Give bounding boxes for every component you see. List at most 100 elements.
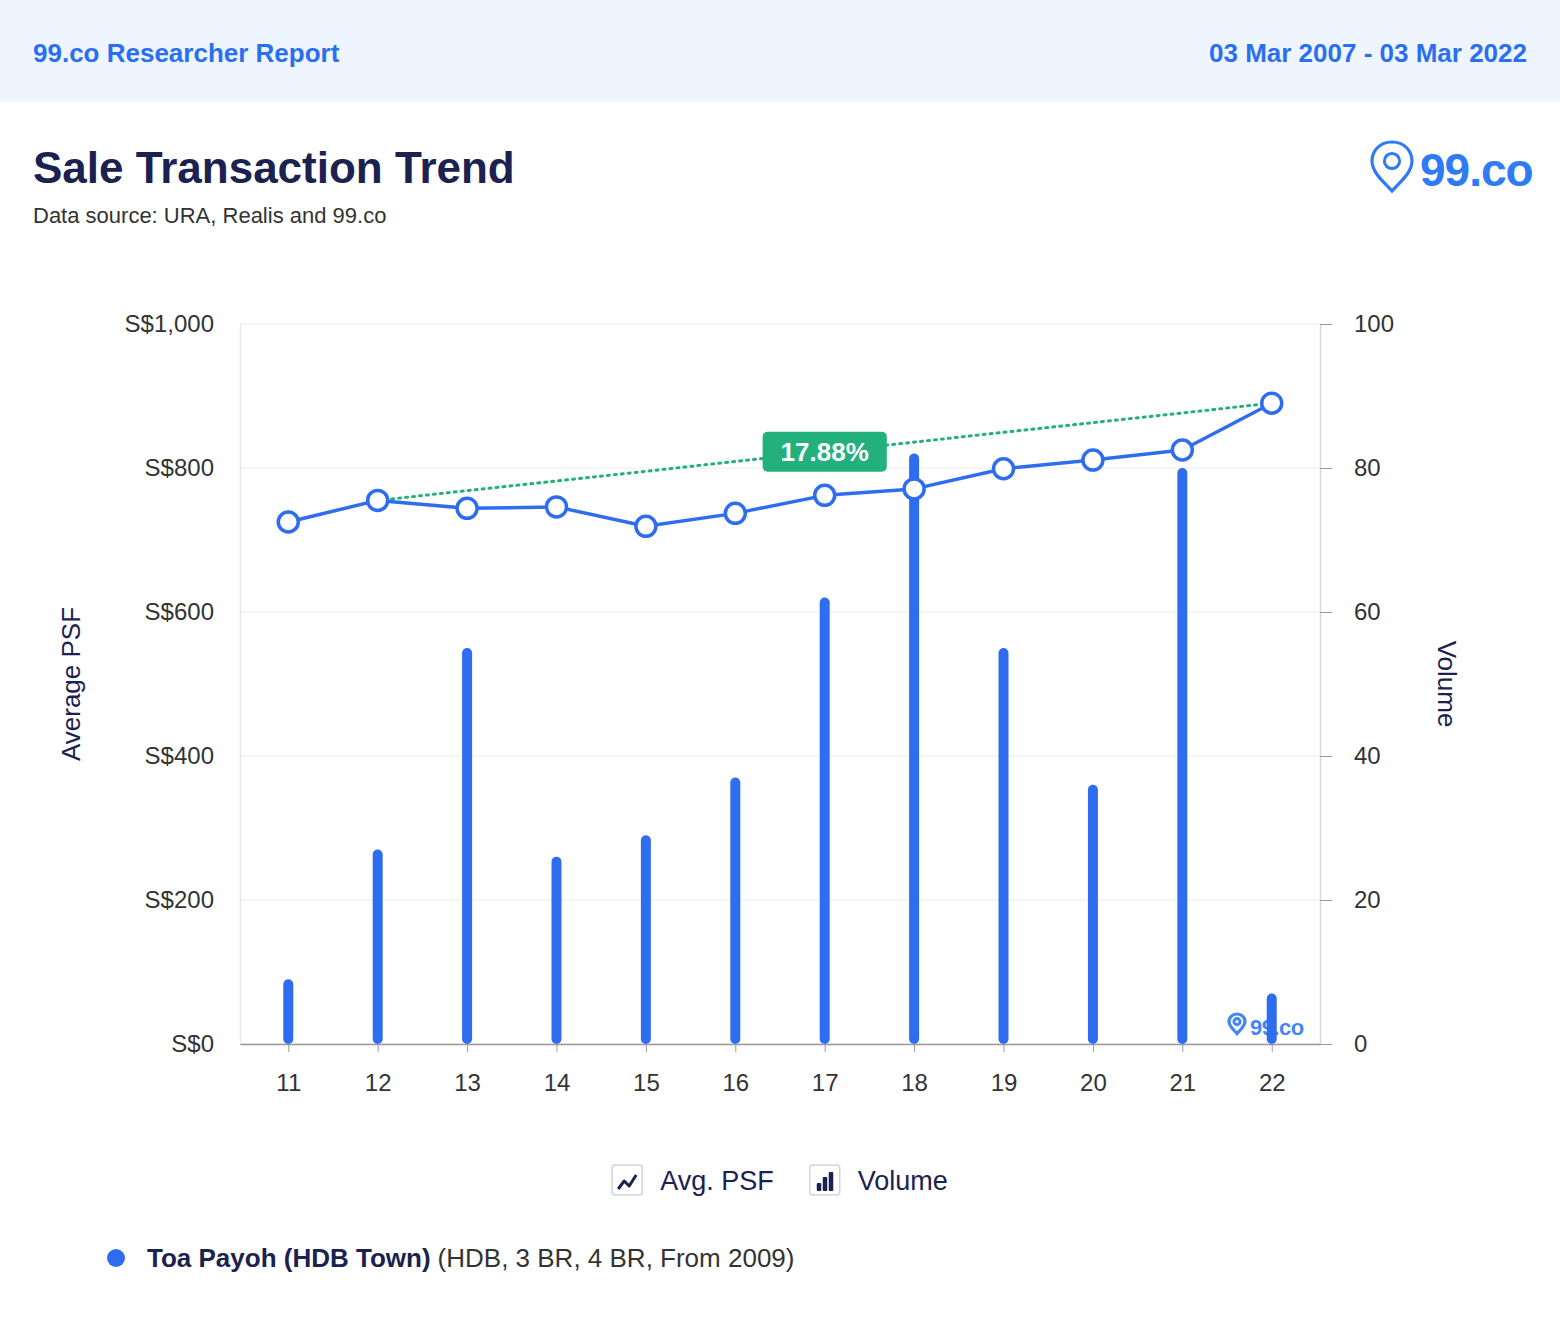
logo-pin-dot bbox=[1384, 153, 1399, 168]
legend-icon bbox=[810, 1165, 840, 1195]
legend-icon-bar bbox=[817, 1183, 822, 1191]
tick: 13 bbox=[454, 1044, 481, 1096]
y-axis: S$0 S$200 S$400 S$600 S$800 S$1,000 bbox=[125, 310, 241, 1057]
tick-mark bbox=[646, 1044, 647, 1052]
logo-text: 99.co bbox=[1420, 144, 1533, 196]
marker bbox=[546, 497, 566, 517]
tick-label: 100 bbox=[1354, 310, 1394, 337]
legend-icon-box bbox=[612, 1165, 642, 1195]
marker bbox=[904, 479, 924, 499]
logo-pin-dot bbox=[1234, 1019, 1240, 1025]
tick-mark bbox=[1320, 324, 1332, 325]
legend-label: Avg. PSF bbox=[660, 1166, 774, 1196]
tick-label: 17 bbox=[812, 1069, 839, 1096]
axis-line bbox=[241, 1044, 1321, 1046]
footnote-detail: (HDB, 3 BR, 4 BR, From 2009) bbox=[438, 1243, 795, 1273]
tick-label: S$800 bbox=[145, 454, 214, 481]
tick: 12 bbox=[365, 1044, 392, 1096]
marker bbox=[278, 512, 298, 532]
legend-icon bbox=[612, 1165, 642, 1195]
tick: 0 bbox=[1320, 1030, 1367, 1057]
tick: 60 bbox=[1320, 598, 1381, 625]
marker bbox=[457, 498, 477, 518]
tick-label: 12 bbox=[365, 1069, 392, 1096]
tick-label: 16 bbox=[722, 1069, 749, 1096]
tick-label: 15 bbox=[633, 1069, 660, 1096]
tick-mark bbox=[1320, 1044, 1332, 1045]
tick: 22 bbox=[1259, 1044, 1286, 1096]
footnote: Toa Payoh (HDB Town)(HDB, 3 BR, 4 BR, Fr… bbox=[107, 1243, 794, 1273]
bar bbox=[999, 648, 1009, 1044]
tick: 21 bbox=[1169, 1044, 1196, 1096]
legend-icon-bar bbox=[829, 1172, 834, 1191]
tick: 19 bbox=[991, 1044, 1018, 1096]
tick: S$1,000 bbox=[125, 310, 240, 337]
grid-line bbox=[240, 611, 1320, 613]
x-axis: 111213141516171819202122 bbox=[241, 1044, 1321, 1096]
watermark: 99.co bbox=[1229, 1014, 1304, 1040]
tick-label: 22 bbox=[1259, 1069, 1286, 1096]
tick-mark bbox=[735, 1044, 736, 1052]
tick-label: S$600 bbox=[145, 598, 214, 625]
marker bbox=[815, 485, 835, 505]
plot-area bbox=[278, 393, 1281, 1044]
legend-label: Volume bbox=[858, 1166, 948, 1196]
bar bbox=[551, 857, 561, 1044]
legend-icon-bar bbox=[823, 1177, 828, 1191]
header-right: 03 Mar 2007 - 03 Mar 2022 bbox=[1209, 38, 1527, 68]
annotation-label: 17.88% bbox=[781, 437, 869, 467]
y2-axis: 0 20 40 60 80 100 bbox=[1320, 310, 1394, 1057]
legend-item: Volume bbox=[810, 1165, 948, 1196]
grid-line bbox=[240, 755, 1320, 757]
tick-mark bbox=[1182, 1044, 1183, 1052]
legend-item: Avg. PSF bbox=[612, 1165, 774, 1196]
bar bbox=[1267, 994, 1277, 1044]
bar bbox=[820, 598, 830, 1044]
bar bbox=[1088, 785, 1098, 1044]
tick-mark bbox=[914, 1044, 915, 1052]
grid bbox=[240, 324, 1320, 1044]
marker bbox=[1262, 393, 1282, 413]
bar bbox=[909, 454, 919, 1044]
tick-label: 13 bbox=[454, 1069, 481, 1096]
footnote-title: Toa Payoh (HDB Town) bbox=[147, 1243, 431, 1273]
y2-axis-title: Volume bbox=[1432, 641, 1462, 728]
logo-pin bbox=[1229, 1014, 1245, 1034]
bar bbox=[730, 778, 740, 1044]
marker bbox=[725, 503, 745, 523]
tick: 15 bbox=[633, 1044, 660, 1096]
tick-mark bbox=[1320, 900, 1332, 901]
watermark-text: 99.co bbox=[1250, 1015, 1304, 1040]
bar bbox=[462, 648, 472, 1044]
tick-mark bbox=[1272, 1044, 1273, 1052]
tick-mark bbox=[825, 1044, 826, 1052]
tick-mark bbox=[1320, 612, 1332, 613]
marker bbox=[1172, 440, 1192, 460]
annotations: 17.88% bbox=[763, 432, 887, 472]
tick: 11 bbox=[276, 1044, 301, 1096]
tick-mark bbox=[1093, 1044, 1094, 1052]
tick: 16 bbox=[722, 1044, 749, 1096]
bar bbox=[1177, 468, 1187, 1044]
tick-label: S$200 bbox=[145, 886, 214, 913]
tick: 20 bbox=[1320, 886, 1381, 913]
tick: 14 bbox=[544, 1044, 571, 1096]
tick-mark bbox=[288, 1044, 289, 1052]
chart: 99.co Researcher Report03 Mar 2007 - 03 … bbox=[0, 0, 1560, 1341]
tick-label: 20 bbox=[1354, 886, 1381, 913]
tick-label: 80 bbox=[1354, 454, 1381, 481]
tick: 18 bbox=[901, 1044, 928, 1096]
tick: S$200 bbox=[145, 886, 240, 913]
tick-label: 0 bbox=[1354, 1030, 1367, 1057]
tick: 40 bbox=[1320, 742, 1381, 769]
tick: S$400 bbox=[145, 742, 240, 769]
footnote-text: Toa Payoh (HDB Town)(HDB, 3 BR, 4 BR, Fr… bbox=[147, 1243, 794, 1273]
subtitle: Data source: URA, Realis and 99.co bbox=[33, 203, 386, 228]
tick: S$600 bbox=[145, 598, 240, 625]
tick-label: S$0 bbox=[171, 1030, 214, 1057]
legend-icon-line bbox=[618, 1175, 636, 1189]
tick-label: 18 bbox=[901, 1069, 928, 1096]
line bbox=[288, 403, 1271, 526]
tick-label: 19 bbox=[991, 1069, 1018, 1096]
marker bbox=[636, 516, 656, 536]
